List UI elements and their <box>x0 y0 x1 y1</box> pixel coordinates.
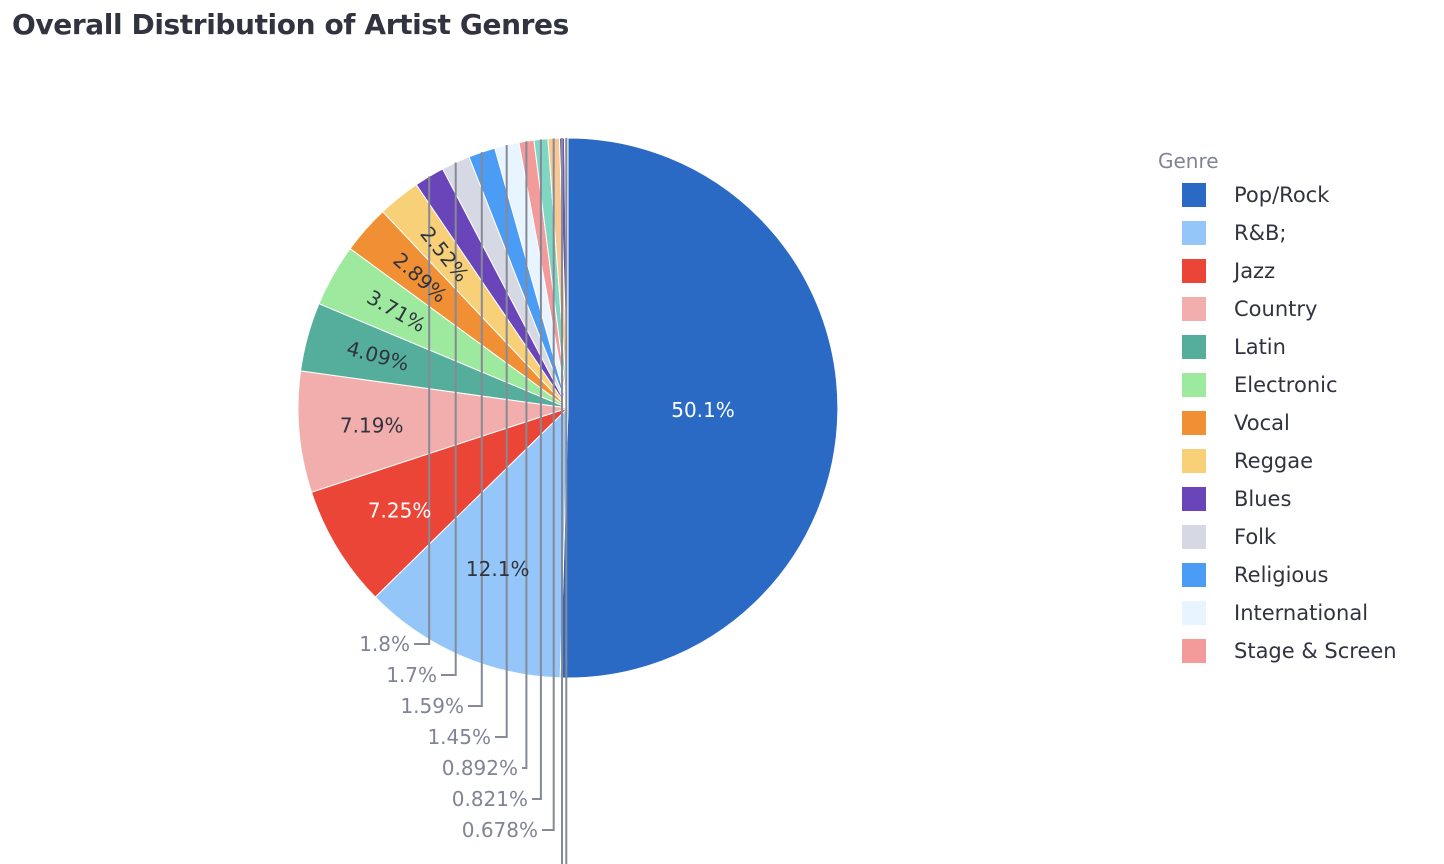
legend-item-religious[interactable]: Religious <box>1158 556 1428 594</box>
slice-label-blues: 1.8% <box>359 632 410 656</box>
legend-item-electronic[interactable]: Electronic <box>1158 366 1428 404</box>
leader-line-other-13 <box>532 139 542 800</box>
legend-swatch <box>1182 563 1206 587</box>
legend-swatch <box>1182 601 1206 625</box>
leader-line-other-14 <box>542 138 555 831</box>
legend-title: Genre <box>1158 149 1219 173</box>
slice-label-international: 1.45% <box>427 725 491 749</box>
legend-item-international[interactable]: International <box>1158 594 1428 632</box>
legend-label: Religious <box>1234 563 1329 587</box>
leader-line-stage-screen <box>522 141 528 769</box>
leader-line-international <box>495 145 508 738</box>
slice-label-other-14: 0.678% <box>462 818 538 842</box>
slice-label-jazz: 7.25% <box>368 498 432 522</box>
legend: Genre Pop/Rock R&B; Jazz Country Latin Electr… <box>1158 146 1428 670</box>
pie-slice-pop-rock[interactable] <box>559 137 839 679</box>
legend-item-reggae[interactable]: Reggae <box>1158 442 1428 480</box>
legend-swatch <box>1182 259 1206 283</box>
slices-layer <box>297 137 839 679</box>
legend-label: Folk <box>1234 525 1277 549</box>
legend-label: R&B; <box>1234 221 1287 245</box>
leader-lines-layer <box>414 138 568 864</box>
legend-item-blues[interactable]: Blues <box>1158 480 1428 518</box>
legend-swatch <box>1182 335 1206 359</box>
legend-swatch <box>1182 183 1206 207</box>
legend-label: International <box>1234 601 1369 625</box>
leader-line-religious <box>468 152 483 707</box>
slice-label-r-b: 12.1% <box>466 557 530 581</box>
legend-label: Stage & Screen <box>1234 639 1397 663</box>
legend-item-folk[interactable]: Folk <box>1158 518 1428 556</box>
legend-swatch <box>1182 221 1206 245</box>
legend-item-latin[interactable]: Latin <box>1158 328 1428 366</box>
legend-swatch <box>1182 487 1206 511</box>
legend-swatch <box>1182 297 1206 321</box>
slice-label-religious: 1.59% <box>400 694 464 718</box>
legend-swatch <box>1182 411 1206 435</box>
chart-title: Overall Distribution of Artist Genres <box>12 8 569 41</box>
legend-swatch <box>1182 373 1206 397</box>
legend-swatch <box>1182 639 1206 663</box>
legend-item-country[interactable]: Country <box>1158 290 1428 328</box>
legend-item-vocal[interactable]: Vocal <box>1158 404 1428 442</box>
leader-line-folk <box>441 162 457 676</box>
legend-label: Blues <box>1234 487 1292 511</box>
legend-items: Pop/Rock R&B; Jazz Country Latin Electronic Vo… <box>1158 176 1428 670</box>
pie-slice-r-b[interactable] <box>374 406 569 679</box>
legend-label: Jazz <box>1234 259 1276 283</box>
leader-line-blues <box>414 176 431 645</box>
pie-slice-country[interactable] <box>297 370 569 493</box>
legend-item-pop-rock[interactable]: Pop/Rock <box>1158 176 1428 214</box>
legend-label: Reggae <box>1234 449 1314 473</box>
slice-label-pop-rock: 50.1% <box>671 398 735 422</box>
legend-swatch <box>1182 525 1206 549</box>
pie-slice-jazz[interactable] <box>310 407 569 598</box>
legend-label: Electronic <box>1234 373 1338 397</box>
slice-label-folk: 1.7% <box>386 663 437 687</box>
slice-label-other-13: 0.821% <box>452 787 528 811</box>
legend-swatch <box>1182 449 1206 473</box>
legend-item-r-b[interactable]: R&B; <box>1158 214 1428 252</box>
slice-label-country: 7.19% <box>340 414 404 438</box>
legend-label: Country <box>1234 297 1318 321</box>
legend-label: Pop/Rock <box>1234 183 1330 207</box>
legend-item-stage-screen[interactable]: Stage & Screen <box>1158 632 1428 670</box>
slice-label-stage-screen: 0.892% <box>442 756 518 780</box>
legend-item-jazz[interactable]: Jazz <box>1158 252 1428 290</box>
legend-label: Latin <box>1234 335 1286 359</box>
legend-label: Vocal <box>1234 411 1290 435</box>
